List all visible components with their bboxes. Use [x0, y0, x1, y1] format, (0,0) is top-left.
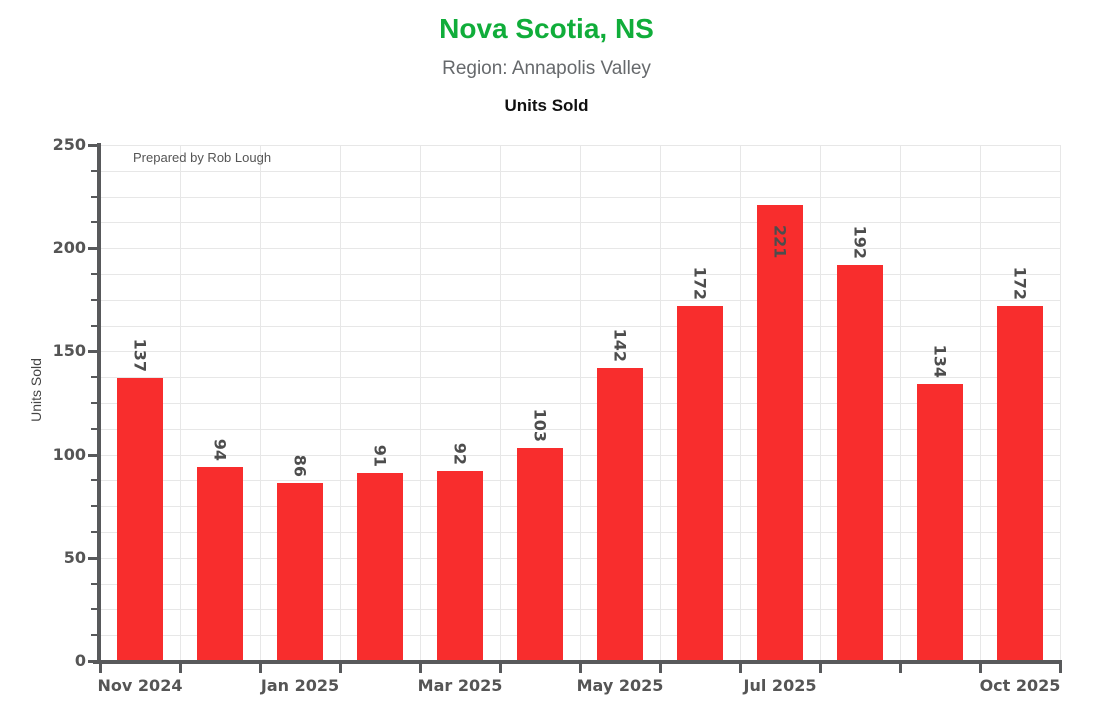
y-axis-tick: [91, 273, 97, 275]
x-axis-tick: [739, 664, 742, 673]
y-axis-tick: [91, 195, 97, 198]
bar-value-label: 91: [370, 444, 390, 468]
x-axis-tick: [899, 664, 902, 673]
x-gridline: [660, 145, 661, 661]
y-axis-tick: [91, 298, 97, 301]
y-axis-line: [97, 143, 101, 664]
bar-oct-2025: [997, 305, 1043, 661]
y-axis-tick: [88, 350, 97, 354]
x-axis-tick: [99, 664, 102, 673]
bar-value-label: 137: [130, 338, 150, 373]
x-gridline: [180, 145, 181, 661]
bar-value-label: 94: [210, 438, 230, 461]
bar-may-2025: [597, 367, 643, 661]
y-axis-tick: [91, 582, 97, 585]
x-gridline: [1060, 145, 1061, 661]
y-axis-tick: [88, 453, 97, 457]
y-axis-tick: [88, 660, 97, 663]
x-axis-tick: [499, 664, 502, 673]
x-axis-tick: [419, 664, 422, 673]
y-axis-tick: [91, 402, 97, 404]
x-gridline: [980, 145, 981, 661]
x-tick-label: Mar 2025: [417, 676, 503, 695]
y-axis-tick: [91, 634, 97, 637]
bar-aug-2025: [837, 264, 883, 661]
bar-value-label: 92: [450, 442, 470, 466]
x-tick-label: Jul 2025: [743, 676, 817, 695]
y-tick-label: 200: [52, 238, 86, 258]
y-tick-label: 100: [52, 444, 86, 464]
chart-title: Units Sold: [504, 96, 589, 115]
x-tick-label: Nov 2024: [97, 676, 183, 695]
bar-dec-2024: [197, 466, 243, 661]
x-axis-line: [93, 660, 1062, 664]
page-title: Nova Scotia, NS: [439, 13, 654, 44]
x-gridline: [260, 145, 261, 661]
x-tick-label: May 2025: [576, 676, 664, 695]
y-axis-tick: [91, 427, 97, 430]
x-axis-tick: [179, 664, 182, 673]
x-axis-tick: [339, 664, 342, 673]
y-axis-tick: [91, 169, 97, 172]
x-gridline: [820, 145, 821, 661]
y-axis-tick: [91, 479, 97, 482]
x-gridline: [500, 145, 501, 661]
bar-nov-2024: [117, 378, 163, 661]
y-axis-tick: [88, 556, 97, 560]
x-tick-label: Oct 2025: [979, 676, 1061, 695]
y-axis-tick: [91, 324, 97, 327]
y-axis-tick: [91, 376, 97, 379]
bar-value-label: 192: [850, 225, 870, 259]
y-tick-label: 250: [52, 135, 86, 154]
y-tick-label: 150: [52, 341, 86, 361]
x-axis-tick: [579, 664, 582, 673]
y-tick-label: 0: [74, 651, 86, 670]
bar-value-label: 142: [610, 328, 630, 362]
y-tick-label: 50: [63, 547, 86, 567]
bar-jan-2025: [277, 483, 323, 661]
x-gridline: [340, 145, 341, 661]
bar-apr-2025: [517, 448, 563, 661]
bar-jun-2025: [677, 305, 723, 661]
y-axis-tick: [91, 221, 97, 224]
x-gridline: [740, 145, 741, 661]
bar-jul-2025: [757, 204, 803, 661]
region-subtitle: Region: Annapolis Valley: [442, 58, 651, 79]
x-axis-tick: [979, 664, 982, 673]
bar-feb-2025: [357, 473, 403, 661]
bar-value-label: 134: [930, 345, 950, 379]
y-axis-title: Units Sold: [28, 358, 44, 422]
y-axis-tick: [88, 247, 97, 251]
bar-value-label: 86: [290, 455, 310, 478]
bar-value-label: 221: [770, 224, 790, 259]
x-gridline: [420, 145, 421, 661]
x-tick-label: Jan 2025: [260, 676, 340, 695]
x-axis-tick: [659, 664, 662, 673]
y-axis-tick: [88, 144, 97, 147]
y-axis-tick: [91, 608, 97, 611]
x-gridline: [900, 145, 901, 661]
bar-sep-2025: [917, 384, 963, 661]
bar-mar-2025: [437, 471, 483, 661]
y-axis-tick: [91, 531, 97, 533]
bar-value-label: 172: [690, 266, 710, 300]
x-axis-tick: [259, 664, 262, 673]
y-axis-tick: [91, 505, 97, 508]
prepared-by-annotation: Prepared by Rob Lough: [133, 150, 272, 165]
x-gridline: [580, 145, 581, 661]
bar-value-label: 103: [530, 409, 550, 443]
x-axis-tick: [1059, 664, 1062, 673]
bar-value-label: 172: [1010, 266, 1030, 300]
x-axis-tick: [819, 664, 822, 673]
